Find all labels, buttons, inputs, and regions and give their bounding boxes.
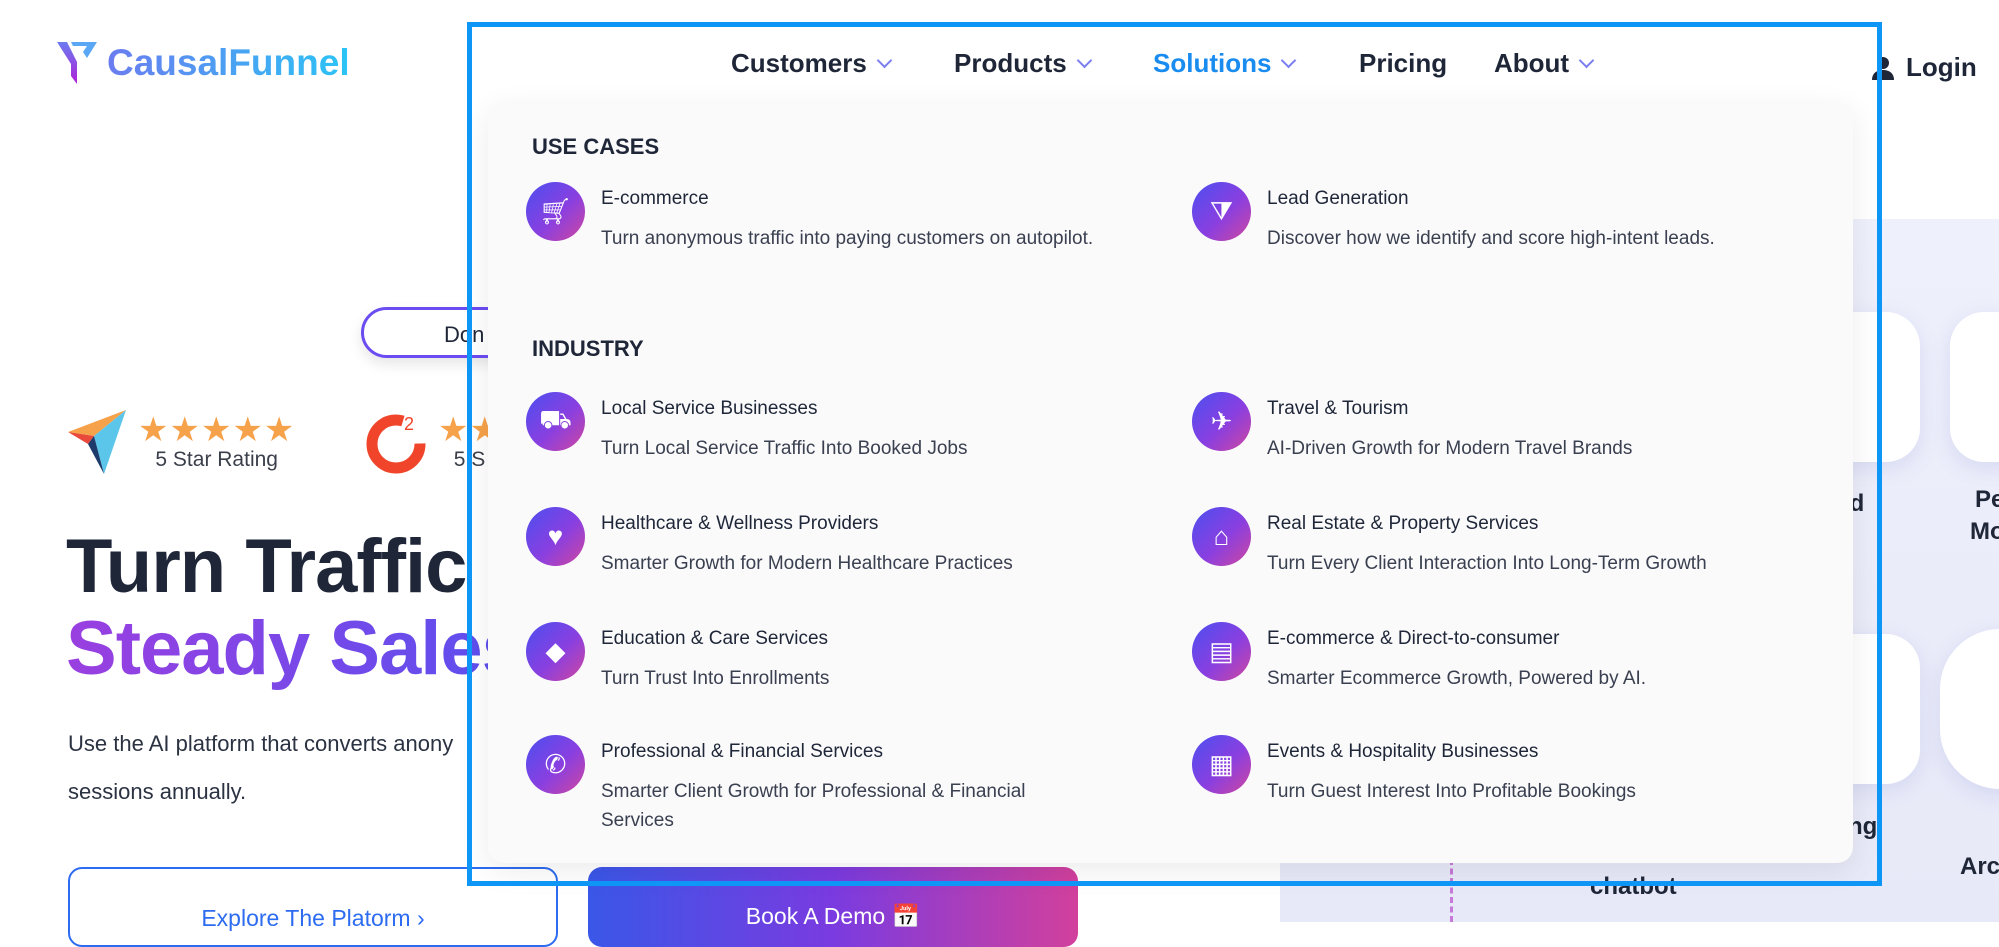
diagram-label: Pe bbox=[1975, 486, 1999, 513]
menu-item-local-service[interactable]: ⛟ Local Service Businesses Turn Local Serv… bbox=[526, 392, 1146, 463]
menu-item-lead-generation[interactable]: ⧩ Lead Generation Discover how we identif… bbox=[1192, 182, 1812, 253]
diagram-card bbox=[1950, 312, 1999, 462]
demo-label: Book A Demo bbox=[745, 903, 886, 929]
menu-item-desc: Turn Trust Into Enrollments bbox=[601, 668, 830, 689]
login-button[interactable]: Login bbox=[1872, 52, 1977, 83]
nav-label: Customers bbox=[731, 48, 867, 78]
menu-item-desc: Turn Guest Interest Into Profitable Book… bbox=[1267, 781, 1636, 802]
brand-name: CausalFunnel bbox=[107, 42, 350, 83]
menu-item-education[interactable]: ◆ Education & Care Services Turn Trust Int… bbox=[526, 622, 1146, 693]
calendar-icon: 📅 bbox=[891, 903, 921, 929]
logo[interactable]: CausalFunnel bbox=[55, 40, 350, 86]
hero-paragraph: Use the AI platform that converts anony … bbox=[68, 720, 453, 816]
phone-dollar-icon: ✆ bbox=[526, 735, 585, 794]
svg-text:2: 2 bbox=[404, 414, 414, 434]
menu-item-title: Events & Hospitality Businesses bbox=[1267, 741, 1539, 762]
menu-item-desc: Turn Every Client Interaction Into Long-… bbox=[1267, 553, 1707, 574]
menu-item-title: Real Estate & Property Services bbox=[1267, 513, 1539, 534]
avatar-card bbox=[1940, 629, 1999, 789]
nav-pricing[interactable]: Pricing bbox=[1359, 48, 1447, 79]
hero-title-line1: Turn Traffic bbox=[66, 524, 467, 609]
hero-paragraph-line: Use the AI platform that converts anony bbox=[68, 731, 454, 756]
menu-item-events-hospitality[interactable]: ▦ Events & Hospitality Businesses Turn Gue… bbox=[1192, 735, 1812, 806]
menu-item-desc: AI-Driven Growth for Modern Travel Brand… bbox=[1267, 438, 1633, 459]
hero-title-line2: Steady Sales bbox=[66, 606, 524, 691]
diagram-label: Mo bbox=[1970, 518, 1999, 545]
menu-item-ecommerce-dtc[interactable]: ▤ E-commerce & Direct-to-consumer Smarter … bbox=[1192, 622, 1812, 693]
menu-item-real-estate[interactable]: ⌂ Real Estate & Property Services Turn Eve… bbox=[1192, 507, 1812, 578]
login-label: Login bbox=[1906, 52, 1977, 82]
chevron-down-icon bbox=[1076, 52, 1092, 69]
nav-solutions[interactable]: Solutions bbox=[1153, 48, 1297, 79]
solutions-dropdown-menu: USE CASES 🛒︎ E-commerce Turn anonymous tr… bbox=[488, 102, 1853, 863]
nav-products[interactable]: Products bbox=[954, 48, 1092, 79]
nav-label: Solutions bbox=[1153, 48, 1272, 78]
store-icon: ▤ bbox=[1192, 622, 1251, 681]
menu-item-desc: Discover how we identify and score high-… bbox=[1267, 228, 1715, 249]
capterra-logo-icon bbox=[68, 410, 126, 474]
calendar-icon: ▦ bbox=[1192, 735, 1251, 794]
menu-item-healthcare[interactable]: ♥ Healthcare & Wellness Providers Smarter … bbox=[526, 507, 1146, 578]
star-rating-icon: ★★★★★ bbox=[138, 411, 296, 449]
menu-item-ecommerce[interactable]: 🛒︎ E-commerce Turn anonymous traffic into… bbox=[526, 182, 1146, 253]
menu-item-title: Healthcare & Wellness Providers bbox=[601, 513, 879, 534]
industry-heading: INDUSTRY bbox=[532, 336, 644, 361]
chevron-right-icon: › bbox=[416, 905, 425, 931]
rating-badge: ★★★★★ 5 Star Rating bbox=[68, 410, 295, 474]
logo-icon bbox=[57, 42, 97, 84]
menu-item-title: Local Service Businesses bbox=[601, 398, 818, 419]
menu-item-desc: Smarter Ecommerce Growth, Powered by AI. bbox=[1267, 668, 1647, 689]
building-icon: ⌂ bbox=[1192, 507, 1251, 566]
nav-label: Pricing bbox=[1359, 48, 1448, 78]
g2-logo-icon: 2 bbox=[366, 414, 426, 474]
menu-item-title: E-commerce & Direct-to-consumer bbox=[1267, 628, 1560, 649]
menu-item-desc: Turn anonymous traffic into paying custo… bbox=[601, 228, 1094, 249]
diagram-label: chatbot bbox=[1590, 873, 1677, 900]
graduation-cap-icon: ◆ bbox=[526, 622, 585, 681]
cart-icon: 🛒︎ bbox=[526, 182, 585, 241]
nav-label: About bbox=[1494, 48, 1570, 78]
book-demo-button[interactable]: Book A Demo 📅 bbox=[588, 867, 1078, 947]
use-cases-heading: USE CASES bbox=[532, 134, 660, 159]
chevron-down-icon bbox=[876, 52, 893, 69]
hero-paragraph-line: sessions annually. bbox=[68, 779, 247, 804]
truck-icon: ⛟ bbox=[526, 392, 585, 451]
user-icon bbox=[1872, 56, 1894, 80]
menu-item-desc: Smarter Client Growth for Professional &… bbox=[601, 781, 1026, 831]
diagram-label: Arc bbox=[1960, 853, 1999, 880]
explore-label: Explore The Platorm bbox=[201, 905, 411, 931]
connector-line bbox=[1450, 859, 1453, 922]
menu-item-desc: Smarter Growth for Modern Healthcare Pra… bbox=[601, 553, 1013, 574]
menu-item-title: Professional & Financial Services bbox=[601, 741, 883, 762]
menu-item-travel[interactable]: ✈︎ Travel & Tourism AI-Driven Growth for M… bbox=[1192, 392, 1812, 463]
menu-item-desc: Turn Local Service Traffic Into Booked J… bbox=[601, 438, 968, 459]
chevron-down-icon bbox=[1578, 52, 1595, 69]
heart-check-icon: ♥ bbox=[526, 507, 585, 566]
menu-item-title: Education & Care Services bbox=[601, 628, 829, 649]
menu-item-title: Lead Generation bbox=[1267, 188, 1409, 209]
funnel-dollar-icon: ⧩ bbox=[1192, 182, 1251, 241]
nav-label: Products bbox=[954, 48, 1067, 78]
rating-label: 5 Star Rating bbox=[155, 448, 278, 471]
menu-item-professional-financial[interactable]: ✆ Professional & Financial Services Smarte… bbox=[526, 735, 1146, 835]
rating-badge: 2 ★★ 5 S bbox=[366, 410, 501, 474]
chevron-down-icon bbox=[1281, 52, 1297, 69]
navbar bbox=[467, 22, 1882, 102]
nav-about[interactable]: About bbox=[1494, 48, 1595, 79]
explore-platform-button[interactable]: Explore The Platorm › bbox=[68, 867, 558, 947]
plane-icon: ✈︎ bbox=[1192, 392, 1251, 451]
menu-item-title: Travel & Tourism bbox=[1267, 398, 1409, 419]
nav-customers[interactable]: Customers bbox=[731, 48, 893, 79]
menu-item-title: E-commerce bbox=[601, 188, 709, 209]
